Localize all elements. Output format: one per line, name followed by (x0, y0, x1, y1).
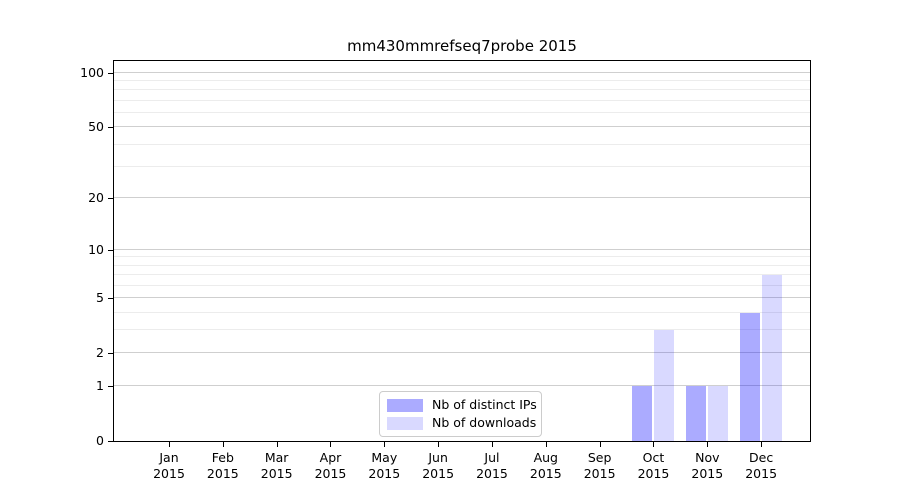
x-tick-mark-sep (599, 442, 601, 447)
gridline-minor-4 (114, 311, 810, 313)
x-tick-label-may: May 2015 (368, 450, 401, 481)
legend-swatch-downloads (387, 416, 423, 430)
gridline-major-2 (114, 352, 810, 354)
x-tick-label-feb: Feb 2015 (206, 450, 239, 481)
gridline-major-20 (114, 197, 810, 199)
y-tick-label-0: 0 (96, 433, 104, 448)
y-tick-label-100: 100 (80, 64, 104, 80)
legend-label-distinct-ips: Nb of distinct IPs (432, 397, 537, 412)
x-tick-mark-mar (276, 442, 278, 447)
gridline-minor-30 (114, 165, 810, 167)
y-tick-mark-50 (108, 127, 113, 129)
x-tick-mark-dec (761, 442, 763, 447)
bar-downloads-dec (762, 275, 783, 441)
x-tick-label-apr: Apr 2015 (314, 450, 347, 481)
gridline-major-50 (114, 126, 810, 128)
gridline-minor-8 (114, 264, 810, 266)
bar-distinct-ips-dec (740, 312, 761, 441)
legend-swatch-distinct-ips (387, 398, 423, 412)
bar-downloads-oct (654, 330, 675, 441)
gridline-minor-7 (114, 274, 810, 276)
x-tick-mark-oct (653, 442, 655, 447)
x-tick-mark-jun (438, 442, 440, 447)
x-tick-label-sep: Sep 2015 (583, 450, 616, 481)
y-tick-mark-20 (108, 198, 113, 200)
legend: Nb of distinct IPs Nb of downloads (379, 391, 542, 437)
legend-label-downloads: Nb of downloads (432, 415, 537, 430)
x-tick-label-aug: Aug 2015 (529, 450, 562, 481)
y-tick-label-1: 1 (96, 377, 104, 393)
plot-area (113, 60, 811, 442)
gridline-major-10 (114, 248, 810, 250)
x-tick-mark-nov (707, 442, 709, 447)
x-tick-mark-feb (222, 442, 224, 447)
gridline-major-1 (114, 384, 810, 386)
x-tick-label-mar: Mar 2015 (260, 450, 293, 481)
gridline-major-100 (114, 71, 810, 73)
x-tick-label-jul: Jul 2015 (476, 450, 508, 481)
gridline-minor-6 (114, 284, 810, 286)
gridline-major-5 (114, 297, 810, 299)
x-tick-mark-jul (491, 442, 493, 447)
bar-distinct-ips-oct (632, 385, 653, 441)
x-tick-label-oct: Oct 2015 (637, 450, 670, 481)
gridline-minor-90 (114, 80, 810, 82)
y-tick-label-20: 20 (88, 190, 104, 206)
x-tick-mark-may (384, 442, 386, 447)
chart-title: mm430mmrefseq7probe 2015 (347, 37, 577, 55)
y-tick-label-5: 5 (96, 290, 104, 306)
gridline-minor-80 (114, 89, 810, 91)
x-tick-label-nov: Nov 2015 (691, 450, 724, 481)
y-tick-mark-2 (108, 353, 113, 355)
legend-item-distinct-ips: Nb of distinct IPs (387, 398, 541, 412)
gridline-minor-3 (114, 329, 810, 331)
y-tick-label-10: 10 (88, 241, 104, 257)
x-tick-mark-apr (330, 442, 332, 447)
gridline-minor-9 (114, 256, 810, 258)
x-tick-mark-aug (545, 442, 547, 447)
y-tick-label-2: 2 (96, 345, 104, 361)
gridline-minor-60 (114, 111, 810, 113)
y-tick-mark-10 (108, 249, 113, 251)
bar-downloads-nov (708, 385, 729, 441)
gridline-minor-40 (114, 143, 810, 145)
x-tick-label-jan: Jan 2015 (153, 450, 185, 481)
y-tick-mark-100 (108, 72, 113, 74)
y-tick-mark-5 (108, 298, 113, 300)
legend-item-downloads: Nb of downloads (387, 416, 541, 430)
x-tick-label-jun: Jun 2015 (422, 450, 455, 481)
y-tick-label-50: 50 (88, 119, 104, 135)
x-tick-label-dec: Dec 2015 (745, 450, 778, 481)
gridline-minor-70 (114, 99, 810, 101)
y-tick-mark-0 (108, 441, 113, 442)
x-tick-mark-jan (169, 442, 170, 447)
y-tick-mark-1 (108, 385, 113, 387)
bar-distinct-ips-nov (686, 385, 707, 441)
